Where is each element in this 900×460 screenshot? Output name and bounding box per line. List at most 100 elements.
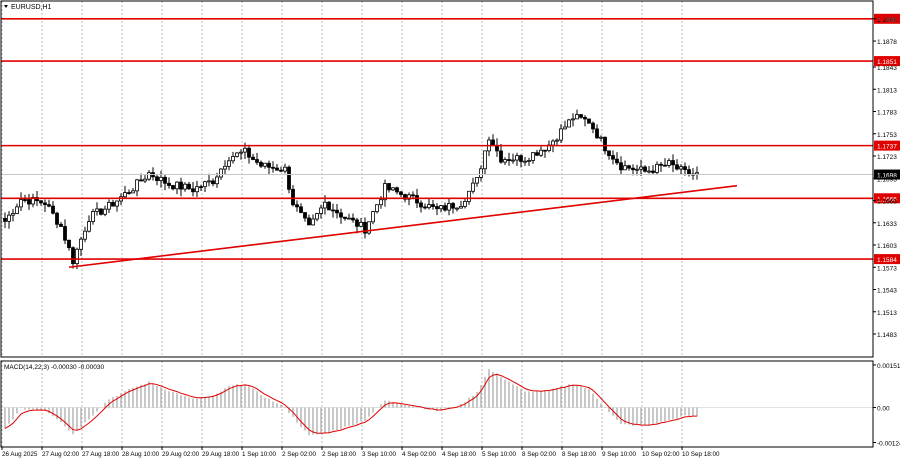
candle-body bbox=[651, 170, 655, 173]
candle-body bbox=[103, 208, 107, 215]
time-tick-label: 2 Sep 18:00 bbox=[322, 451, 356, 458]
dropdown-arrow-icon[interactable] bbox=[4, 5, 8, 8]
level-price-tag bbox=[874, 56, 900, 67]
price-pane bbox=[1, 17, 873, 270]
candle-body bbox=[527, 160, 531, 162]
candle-body bbox=[167, 182, 171, 186]
candle-body bbox=[279, 169, 283, 172]
candle-body bbox=[123, 192, 127, 198]
price-tick-label: 1.1633 bbox=[877, 221, 897, 228]
time-tick-label: 1 Sep 10:00 bbox=[242, 451, 276, 458]
candle-body bbox=[139, 179, 143, 182]
candle-body bbox=[219, 168, 223, 178]
candle-body bbox=[99, 208, 103, 215]
candle-body bbox=[615, 158, 619, 164]
candle-body bbox=[199, 186, 203, 189]
level-price-label: 1.1737 bbox=[877, 144, 897, 151]
trend-line[interactable] bbox=[68, 184, 738, 269]
candle-body bbox=[567, 119, 571, 128]
time-tick-label: 28 Aug 10:00 bbox=[122, 451, 160, 458]
candle-body bbox=[451, 203, 455, 209]
candle-body bbox=[343, 216, 347, 219]
candle-body bbox=[671, 160, 675, 166]
candle-body bbox=[95, 208, 99, 212]
candle-body bbox=[443, 205, 447, 211]
candle-body bbox=[155, 176, 159, 181]
candle-body bbox=[683, 166, 687, 171]
candle-body bbox=[83, 230, 87, 240]
price-tick-label: 1.1908 bbox=[877, 17, 897, 24]
candle-body bbox=[143, 178, 147, 182]
candle-body bbox=[675, 164, 679, 170]
candle-body bbox=[23, 199, 27, 201]
candle-body bbox=[387, 183, 391, 191]
candle-body bbox=[467, 190, 471, 202]
candle-body bbox=[11, 213, 15, 216]
candle-body bbox=[7, 214, 11, 222]
candle-body bbox=[235, 152, 239, 157]
candle-body bbox=[207, 180, 211, 183]
candle-body bbox=[331, 209, 335, 212]
candle-body bbox=[399, 191, 403, 195]
candle-body bbox=[71, 247, 75, 265]
price-tick-label: 1.1513 bbox=[877, 310, 897, 317]
candle-body bbox=[623, 165, 627, 171]
candle-body bbox=[347, 217, 351, 220]
candle-body bbox=[607, 150, 611, 156]
price-tick-label: 1.1543 bbox=[877, 288, 897, 295]
candle-body bbox=[263, 162, 267, 167]
candle-body bbox=[39, 200, 43, 204]
candle-body bbox=[571, 118, 575, 121]
candle-body bbox=[635, 168, 639, 171]
candle-body bbox=[583, 116, 587, 120]
candle-body bbox=[255, 159, 259, 163]
candle-body bbox=[227, 160, 231, 167]
candle-body bbox=[3, 217, 7, 222]
candle-body bbox=[563, 126, 567, 130]
candle-body bbox=[667, 160, 671, 166]
candle-body bbox=[127, 192, 131, 194]
candle-body bbox=[355, 219, 359, 227]
candle-body bbox=[135, 179, 139, 192]
candle-body bbox=[367, 221, 371, 234]
macd-signal-line bbox=[4, 373, 697, 434]
current-price-label: 1.1698 bbox=[877, 173, 897, 180]
level-price-label: 1.1851 bbox=[877, 59, 897, 66]
candle-body bbox=[87, 221, 91, 232]
candle-body bbox=[575, 114, 579, 120]
candle-body bbox=[551, 140, 555, 146]
level-price-tag bbox=[874, 140, 900, 151]
candle-body bbox=[287, 166, 291, 190]
candle-body bbox=[115, 200, 119, 207]
candle-body bbox=[431, 204, 435, 207]
candle-body bbox=[67, 239, 71, 249]
candle-body bbox=[455, 207, 459, 210]
candle-body bbox=[303, 212, 307, 219]
time-tick-label: 2 Sep 02:00 bbox=[282, 451, 316, 458]
price-tick-label: 1.1693 bbox=[877, 176, 897, 183]
candle-body bbox=[175, 181, 179, 190]
candle-body bbox=[419, 202, 423, 208]
candle-body bbox=[239, 151, 243, 154]
candle-body bbox=[183, 183, 187, 190]
candle-body bbox=[423, 206, 427, 209]
candle-body bbox=[415, 195, 419, 204]
candle-body bbox=[195, 186, 199, 193]
candle-body bbox=[251, 156, 255, 160]
candle-body bbox=[323, 201, 327, 209]
candle-body bbox=[559, 128, 563, 141]
time-tick-label: 5 Sep 10:00 bbox=[482, 451, 516, 458]
time-tick-label: 8 Sep 02:00 bbox=[522, 451, 556, 458]
time-tick-label: 29 Aug 18:00 bbox=[202, 451, 240, 458]
candle-body bbox=[315, 213, 319, 220]
candle-body bbox=[535, 152, 539, 156]
price-pane-frame bbox=[0, 0, 874, 358]
time-tick-label: 27 Aug 18:00 bbox=[82, 451, 120, 458]
candle-body bbox=[447, 203, 451, 211]
time-tick-label: 29 Aug 02:00 bbox=[162, 451, 200, 458]
symbol-label[interactable]: EURUSD,H1 bbox=[11, 4, 52, 11]
candle-body bbox=[687, 169, 691, 175]
candle-body bbox=[47, 204, 51, 207]
price-tick-label: 1.1663 bbox=[877, 199, 897, 206]
